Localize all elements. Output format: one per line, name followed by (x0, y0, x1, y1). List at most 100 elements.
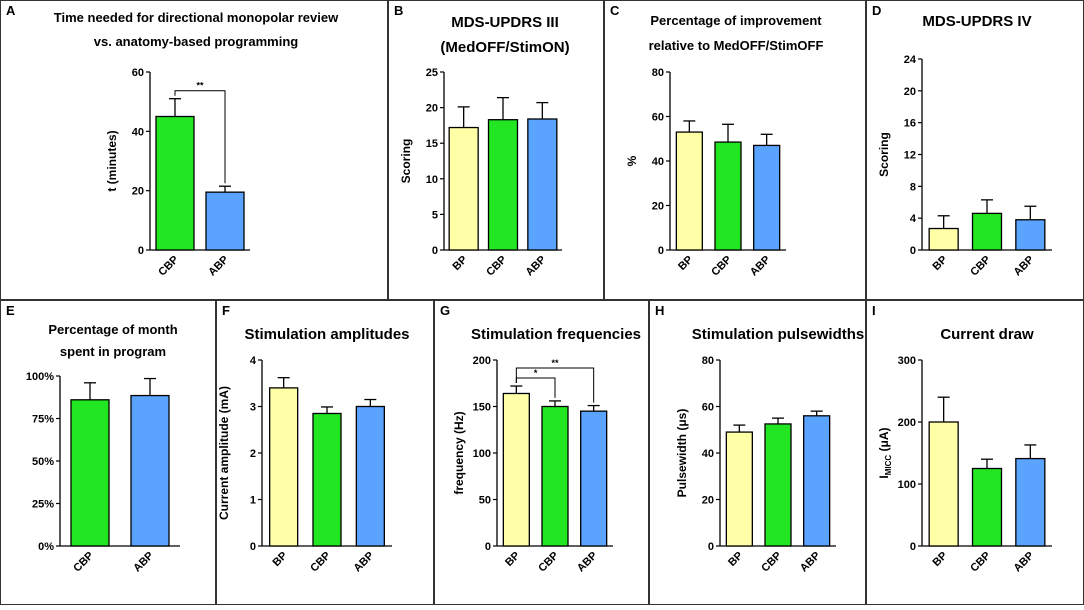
x-category-label: CBP (759, 550, 784, 575)
y-tick-label: 200 (898, 417, 916, 429)
y-tick-label: 60 (132, 67, 144, 79)
chart-title: Stimulation amplitudes (244, 326, 409, 343)
y-axis-label: IMICC (μA) (877, 427, 893, 478)
y-tick-label: 100 (473, 448, 491, 460)
bar-ABP (205, 191, 245, 251)
y-tick-label: 0 (658, 245, 664, 257)
bar-BP (269, 387, 299, 547)
y-tick-label: 0 (910, 541, 916, 553)
bar-CBP (714, 141, 742, 251)
x-category-label: CBP (71, 550, 96, 575)
y-tick-label: 5 (432, 209, 438, 221)
panel-F: F Stimulation amplitudes 0 1 2 3 4 Current ampl… (216, 300, 434, 605)
x-category-label: ABP (131, 550, 156, 575)
y-axis-label: Scoring (877, 132, 891, 177)
y-tick-label: 12 (904, 150, 916, 162)
y-axis-label: Pulsewidth (μs) (675, 409, 689, 498)
y-axis-label: frequency (Hz) (452, 411, 466, 494)
y-tick-label: 60 (702, 402, 714, 414)
y-tick-label: 20 (652, 201, 664, 213)
x-category-label: ABP (575, 550, 600, 575)
y-axis-label: t (minutes) (105, 130, 119, 191)
x-category-label: CBP (484, 254, 509, 279)
chart-title: (MedOFF/StimON) (440, 39, 569, 56)
bar-BP (725, 431, 753, 547)
panel-E: E Percentage of month spent in program 0% 25… (0, 300, 216, 605)
y-tick-label: 20 (702, 495, 714, 507)
panel-letter: E (6, 303, 15, 318)
bar-ABP (355, 405, 385, 547)
x-category-label: ABP (748, 254, 773, 279)
y-tick-label: 15 (426, 138, 438, 150)
y-tick-label: 40 (132, 126, 144, 138)
chart-title: Time needed for directional monopolar re… (54, 10, 339, 25)
panel-D: D MDS-UPDRS IV 0 4 8 12 16 20 24 Scoring BP CBP ABP (866, 0, 1084, 300)
panel-letter: I (872, 303, 876, 318)
y-tick-label: 10 (426, 174, 438, 186)
chart-title: Current draw (940, 326, 1034, 343)
y-tick-label: 75% (32, 414, 54, 426)
panel-letter: B (394, 3, 403, 18)
y-tick-label: 8 (910, 181, 916, 193)
y-tick-label: 100 (898, 479, 916, 491)
chart-title: MDS-UPDRS III (451, 14, 559, 31)
y-tick-label: 40 (702, 448, 714, 460)
x-category-label: BP (930, 254, 949, 273)
y-tick-label: 0% (38, 541, 54, 553)
y-tick-label: 16 (904, 118, 916, 130)
bar-CBP (155, 115, 195, 251)
bar-CBP (541, 405, 569, 547)
chart-title: spent in program (60, 344, 166, 359)
x-category-label: CBP (308, 550, 333, 575)
x-category-label: ABP (206, 254, 231, 279)
y-axis-label: % (625, 155, 639, 166)
y-tick-label: 0 (485, 541, 491, 553)
bar-CBP (764, 423, 792, 547)
x-category-label: BP (930, 550, 949, 569)
x-category-label: BP (676, 254, 695, 273)
y-tick-label: 200 (473, 355, 491, 367)
y-tick-label: 1 (250, 495, 256, 507)
panel-letter: C (610, 3, 620, 18)
x-category-label: ABP (798, 550, 823, 575)
panel-letter: G (440, 303, 450, 318)
panel-H: H Stimulation pulsewidths 0 20 40 60 80 Pulsewi… (649, 300, 866, 605)
significance-bracket (174, 90, 226, 184)
x-category-label: CBP (968, 550, 993, 575)
y-tick-label: 0 (708, 541, 714, 553)
panel-border (388, 0, 604, 300)
panel-A: A Time needed for directional monopolar r… (0, 0, 388, 300)
x-category-label: ABP (1012, 254, 1037, 279)
x-category-label: BP (450, 254, 469, 273)
significance-bracket (515, 367, 595, 403)
bar-ABP (130, 394, 170, 547)
y-tick-label: 50 (479, 495, 491, 507)
bar-ABP (753, 144, 781, 251)
bar-ABP (527, 118, 558, 251)
chart-title: Percentage of month (48, 322, 177, 337)
y-tick-label: 80 (702, 355, 714, 367)
chart-title: Percentage of improvement (650, 13, 822, 28)
y-tick-label: 150 (473, 402, 491, 414)
y-tick-label: 24 (904, 54, 917, 66)
y-tick-label: 20 (904, 86, 916, 98)
y-tick-label: 0 (138, 245, 144, 257)
x-category-label: BP (726, 550, 745, 569)
x-category-label: ABP (524, 254, 549, 279)
x-category-label: CBP (536, 550, 561, 575)
panel-letter: F (222, 303, 230, 318)
y-tick-label: 3 (250, 402, 256, 414)
y-tick-label: 4 (250, 355, 257, 367)
panel-letter: A (6, 3, 16, 18)
bar-BP (502, 392, 530, 547)
y-tick-label: 40 (652, 156, 664, 168)
panel-B: B MDS-UPDRS III (MedOFF/StimON) 0 5 10 15 20 25 S… (388, 0, 604, 300)
significance-label: * (534, 368, 538, 378)
x-category-label: ABP (1012, 550, 1037, 575)
y-tick-label: 20 (132, 186, 144, 198)
bar-CBP (971, 467, 1003, 547)
bar-ABP (1015, 219, 1046, 251)
panel-border (604, 0, 866, 300)
y-tick-label: 0 (250, 541, 256, 553)
